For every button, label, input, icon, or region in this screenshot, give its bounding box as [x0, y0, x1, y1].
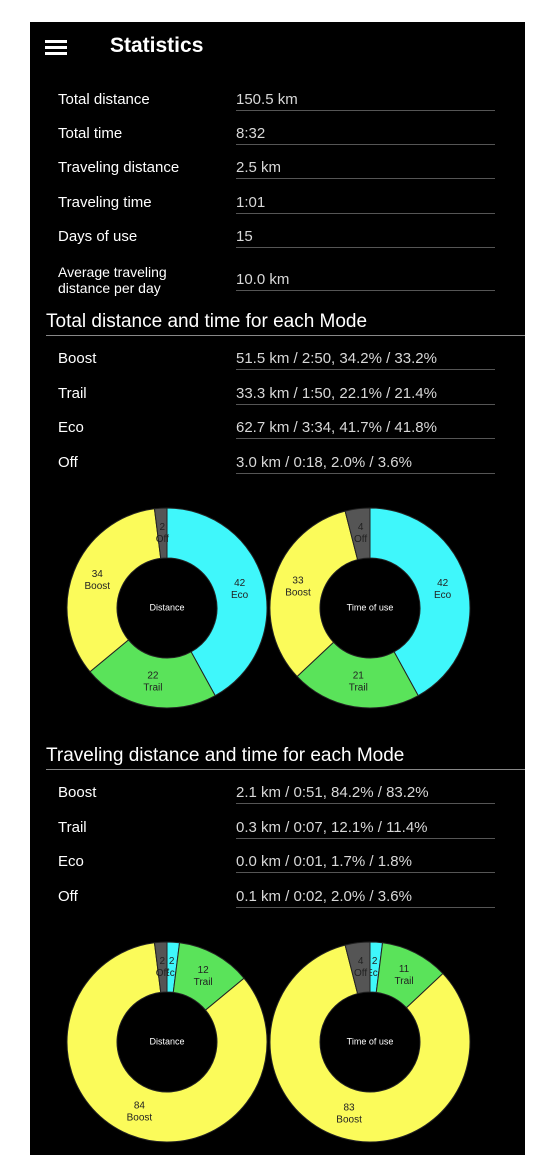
screen-title: Statistics: [110, 34, 204, 57]
slice-value: 4: [358, 956, 364, 967]
section-title: Total distance and time for each Mode: [46, 311, 525, 336]
slice-value: 4: [358, 522, 364, 533]
donut-center-label: Time of use: [347, 1036, 394, 1046]
donut-center-label: Time of use: [347, 602, 394, 612]
slice-name: Eco: [231, 590, 249, 601]
slice-name: Off: [354, 968, 367, 979]
donut-slice: [369, 507, 471, 697]
slice-value: 2: [160, 956, 166, 967]
row-value: 0.3 km / 0:07, 12.1% / 11.4%: [236, 819, 495, 839]
slice-value: 22: [147, 670, 159, 681]
row-label: Traveling distance: [58, 159, 180, 176]
row-label: Trail: [58, 384, 87, 402]
row-value: 0.1 km / 0:02, 2.0% / 3.6%: [236, 888, 495, 908]
row-label: Eco: [58, 853, 84, 870]
slice-value: 42: [234, 578, 246, 589]
slice-name: Eco: [163, 968, 181, 979]
row-label: Total distance: [58, 91, 150, 108]
row-value: 8:32: [236, 125, 495, 145]
row-value: 62.7 km / 3:34, 41.7% / 41.8%: [236, 419, 495, 439]
donut-center-label: Distance: [149, 1036, 184, 1046]
menu-bar: [45, 40, 67, 43]
row-value: 3.0 km / 0:18, 2.0% / 3.6%: [236, 454, 495, 474]
slice-name: Boost: [336, 1115, 362, 1126]
slice-value: 12: [198, 965, 210, 976]
slice-name: Off: [156, 968, 169, 979]
menu-bar: [45, 52, 67, 55]
slice-value: 34: [92, 569, 104, 580]
slice-name: Eco: [434, 590, 452, 601]
slice-name: Boost: [127, 1112, 153, 1123]
slice-value: 42: [437, 578, 449, 589]
menu-bar: [45, 46, 67, 49]
slice-name: Off: [354, 534, 367, 545]
row-value: 33.3 km / 1:50, 22.1% / 21.4%: [236, 385, 495, 405]
donut-center-label: Distance: [149, 602, 184, 612]
row-value: 0.0 km / 0:01, 1.7% / 1.8%: [236, 853, 495, 873]
slice-name: Trail: [194, 977, 213, 988]
row-value: 15: [236, 228, 495, 248]
slice-value: 83: [344, 1103, 356, 1114]
donut-slice: [269, 944, 471, 1143]
donut-slice: [89, 639, 216, 709]
slice-value: 2: [372, 956, 378, 967]
row-label: Days of use: [58, 228, 138, 245]
row-label: Boost: [58, 784, 97, 801]
donut-slice: [166, 507, 268, 697]
donut-slice: [66, 942, 268, 1143]
slice-name: Eco: [366, 968, 384, 979]
row-value: 10.0 km: [236, 271, 495, 291]
slice-name: Trail: [395, 976, 414, 987]
slice-name: Trail: [143, 682, 162, 693]
donut-slice: [344, 507, 371, 561]
slice-name: Off: [156, 534, 169, 545]
row-value: 150.5 km: [236, 91, 495, 111]
slice-value: 11: [399, 964, 410, 975]
donut-slice: [153, 941, 168, 993]
row-label: Total time: [58, 125, 123, 142]
row-label: Eco: [58, 419, 84, 436]
slice-value: 33: [292, 576, 304, 587]
row-label: Traveling time: [58, 194, 152, 211]
slice-name: Boost: [84, 581, 110, 592]
row-label: Off: [58, 453, 78, 471]
section-title: Traveling distance and time for each Mod…: [46, 745, 525, 770]
row-value: 2.5 km: [236, 159, 495, 179]
donut-slice: [66, 508, 162, 673]
slice-value: 2: [160, 522, 166, 533]
row-value: 51.5 km / 2:50, 34.2% / 33.2%: [236, 350, 495, 370]
row-label: Trail: [58, 818, 87, 836]
row-value: 1:01: [236, 194, 495, 214]
donut-slice: [153, 507, 168, 559]
donut-slice: [344, 941, 371, 995]
slice-name: Trail: [349, 683, 368, 694]
slice-name: Boost: [285, 588, 311, 599]
row-label: Boost: [58, 350, 97, 367]
row-value: 2.1 km / 0:51, 84.2% / 83.2%: [236, 784, 495, 804]
donut-slice: [269, 510, 359, 678]
slice-value: 84: [134, 1100, 146, 1111]
row-label: Average traveling distance per day: [58, 264, 167, 296]
slice-value: 2: [169, 956, 175, 967]
slice-value: 21: [353, 671, 365, 682]
row-label: Off: [58, 887, 78, 905]
